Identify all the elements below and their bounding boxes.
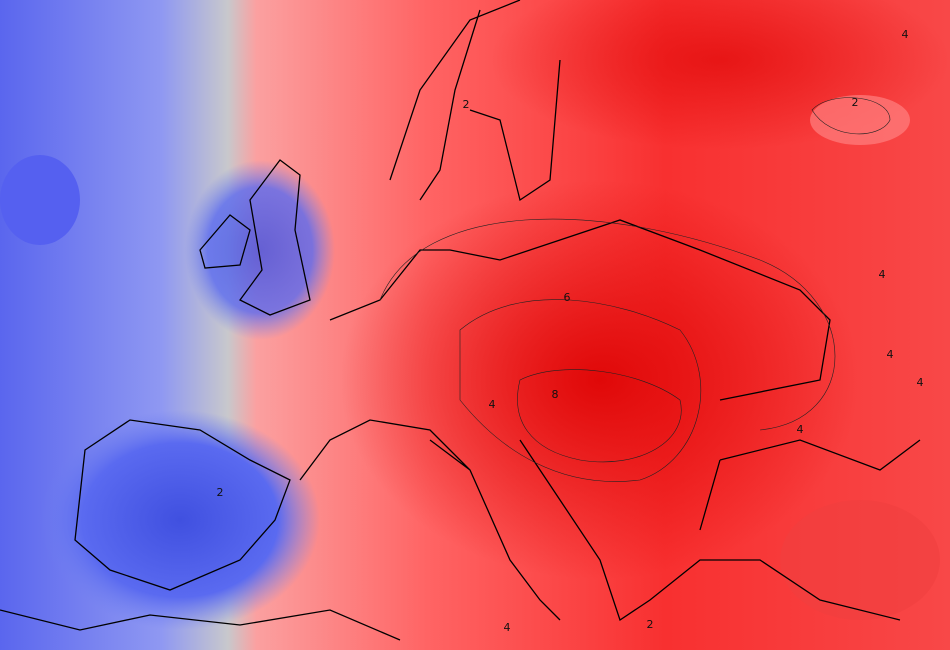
warm-core <box>340 180 860 580</box>
contour-label: 4 <box>797 423 804 436</box>
contour-label: 8 <box>552 388 559 401</box>
contour-label: 4 <box>879 268 886 281</box>
contour-label: 4 <box>917 376 924 389</box>
contour-label: 6 <box>564 291 571 304</box>
contour-label: 2 <box>852 96 859 109</box>
cold-iberia <box>40 410 320 630</box>
coastlines <box>0 0 921 641</box>
cold-cell <box>0 155 80 245</box>
contour-lines <box>379 97 891 482</box>
contour-label: 4 <box>902 28 909 41</box>
contour-label: 2 <box>217 486 224 499</box>
contour-label: 4 <box>887 348 894 361</box>
cool-patch <box>810 95 910 145</box>
warm-patch <box>780 500 940 620</box>
contour-label: 2 <box>647 618 654 631</box>
contour-label: 4 <box>489 398 496 411</box>
contour-label: 2 <box>463 98 470 111</box>
contour-label: 4 <box>504 621 511 634</box>
